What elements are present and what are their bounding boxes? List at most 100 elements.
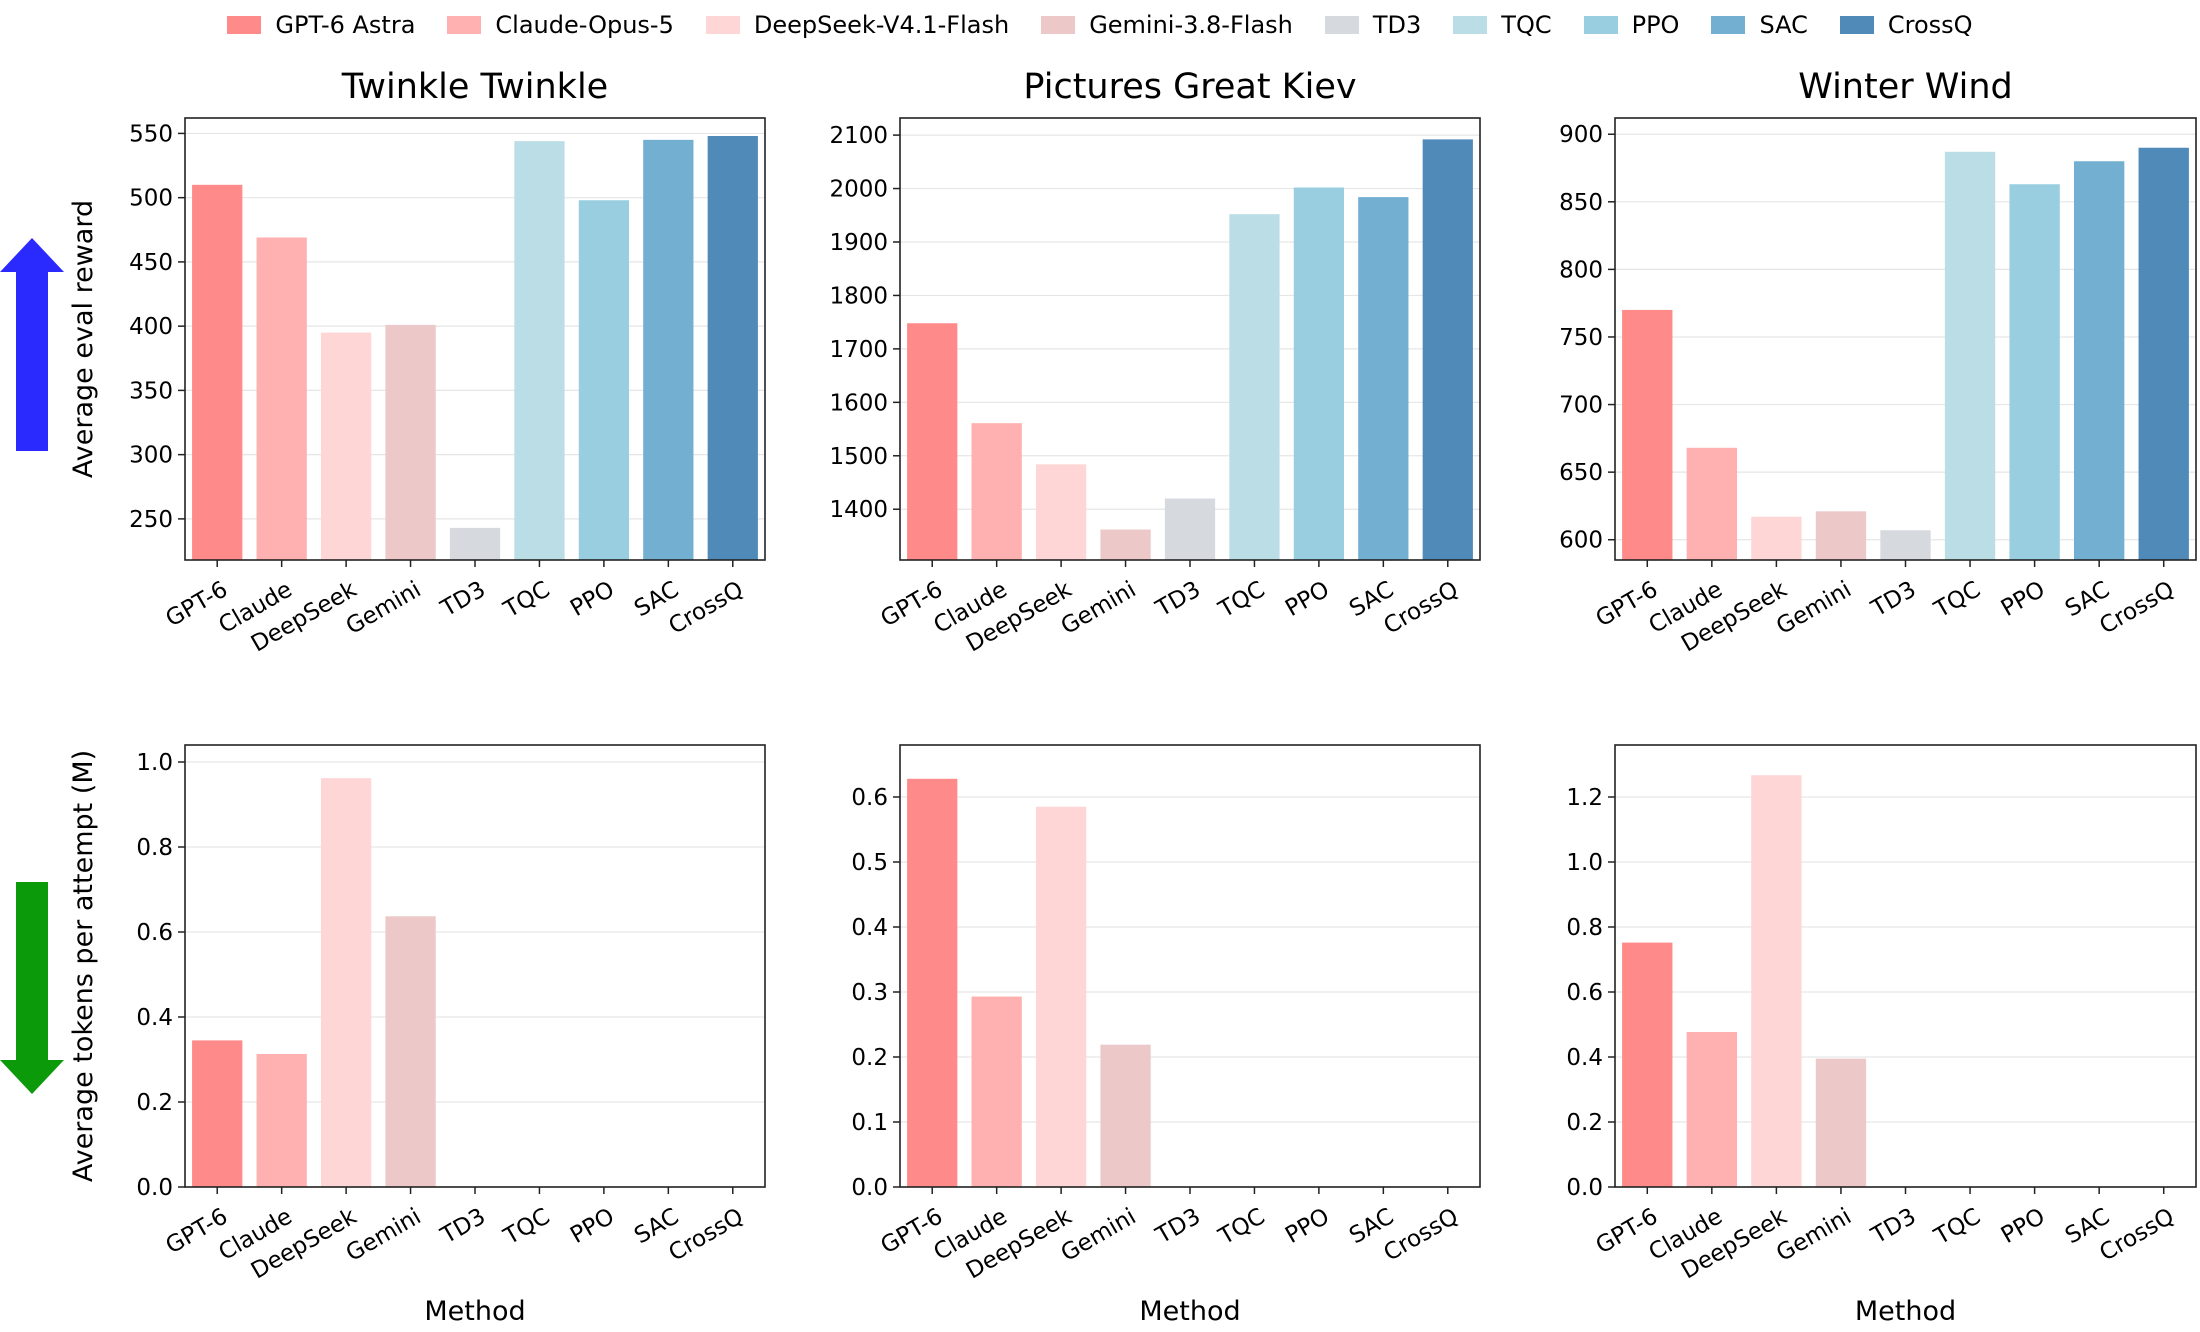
chart-panel: 600650700750800850900GPT-6ClaudeDeepSeek…	[1559, 67, 2197, 657]
x-tick-label: TD3	[1151, 577, 1205, 623]
y-tick-label: 0.0	[136, 1175, 173, 1201]
legend-label: CrossQ	[1887, 11, 1973, 39]
y-tick-label: 0.4	[136, 1005, 173, 1031]
y-tick-label: 900	[1559, 122, 1603, 148]
x-tick-label: Gemini	[1772, 577, 1856, 640]
y-tick-label: 1.0	[136, 750, 173, 776]
bar	[192, 184, 243, 560]
y-tick-label: 0.2	[136, 1090, 173, 1116]
y-tick-label: 1.0	[1566, 850, 1603, 876]
bar	[514, 141, 565, 560]
y-tick-label: 0.2	[1566, 1110, 1603, 1136]
y-tick-label: 1.2	[1566, 785, 1603, 811]
bar	[971, 996, 1022, 1187]
chart-panel: 0.00.20.40.60.81.0GPT-6ClaudeDeepSeekGem…	[68, 744, 766, 1327]
y-axis-label: Average eval reward	[68, 200, 99, 478]
y-tick-label: 0.0	[1566, 1175, 1603, 1201]
y-tick-label: 0.4	[1566, 1045, 1603, 1071]
legend-item: TQC	[1453, 11, 1552, 39]
chart-title: Pictures Great Kiev	[1023, 67, 1356, 107]
chart-legend: GPT-6 Astra Claude-Opus-5 DeepSeek-V4.1-Fl…	[0, 6, 2200, 44]
x-tick-label: PPO	[1281, 577, 1334, 622]
legend-item: Gemini-3.8-Flash	[1041, 11, 1293, 39]
y-axis-label: Average tokens per attempt (M)	[68, 750, 99, 1182]
x-tick-label: CrossQ	[1379, 577, 1462, 640]
bar	[320, 332, 372, 560]
chart-title: Twinkle Twinkle	[341, 67, 608, 107]
chart-panel: 0.00.10.20.30.40.50.6GPT-6ClaudeDeepSeek…	[851, 744, 1481, 1327]
bar	[2073, 161, 2125, 560]
x-tick-label: TQC	[499, 577, 555, 624]
x-tick-label: TQC	[1929, 577, 1985, 624]
y-tick-label: 0.8	[136, 835, 173, 861]
bar	[1686, 1031, 1738, 1187]
x-tick-label: Gemini	[1772, 1204, 1856, 1267]
x-tick-label: CrossQ	[1379, 1204, 1462, 1267]
legend-label: Gemini-3.8-Flash	[1089, 11, 1293, 39]
x-tick-label: CrossQ	[664, 1204, 747, 1267]
y-tick-label: 650	[1559, 460, 1603, 486]
bar	[2138, 147, 2189, 560]
x-tick-label: TD3	[436, 1204, 490, 1250]
y-tick-label: 750	[1559, 325, 1603, 351]
legend-item: DeepSeek-V4.1-Flash	[705, 11, 1009, 39]
x-tick-label: TD3	[436, 577, 490, 623]
y-tick-label: 1900	[829, 230, 888, 256]
x-axis-label: Method	[1139, 1296, 1240, 1327]
y-tick-label: 550	[129, 121, 173, 147]
bar	[1358, 197, 1409, 561]
x-tick-label: TD3	[1866, 577, 1920, 623]
legend-item: PPO	[1583, 11, 1679, 39]
legend-item: GPT-6 Astra	[227, 11, 415, 39]
y-tick-label: 400	[129, 314, 173, 340]
x-axis-label: Method	[1855, 1296, 1956, 1327]
legend-swatch	[447, 16, 482, 34]
bar	[1035, 806, 1087, 1187]
y-tick-label: 1800	[829, 283, 888, 309]
legend-item: Claude-Opus-5	[447, 11, 674, 39]
legend-swatch	[1839, 16, 1874, 34]
bar	[1751, 516, 1802, 560]
x-tick-label: TQC	[499, 1204, 555, 1251]
y-tick-label: 0.6	[136, 920, 173, 946]
bar	[1622, 942, 1673, 1187]
bar	[1035, 464, 1087, 560]
legend-label: SAC	[1759, 11, 1808, 39]
x-tick-label: Gemini	[342, 1204, 426, 1267]
down-arrow-icon	[0, 882, 64, 1094]
y-tick-label: 800	[1559, 257, 1603, 283]
legend-label: TQC	[1501, 11, 1552, 39]
bar	[1622, 309, 1673, 560]
legend-item: SAC	[1711, 11, 1808, 39]
x-tick-label: TD3	[1151, 1204, 1205, 1250]
legend-label: Claude-Opus-5	[495, 11, 674, 39]
bar	[1686, 447, 1738, 560]
y-tick-label: 2100	[829, 123, 888, 149]
bar	[256, 237, 307, 560]
bar	[1100, 529, 1151, 560]
legend-label: TD3	[1372, 11, 1422, 39]
legend-swatch	[1583, 16, 1618, 34]
bar	[385, 324, 436, 560]
legend-swatch	[1041, 16, 1076, 34]
y-tick-label: 850	[1559, 190, 1603, 216]
bar	[1293, 187, 1345, 560]
x-tick-label: Gemini	[1057, 577, 1141, 640]
chart-panel: 250300350400450500550GPT-6ClaudeDeepSeek…	[68, 67, 766, 657]
y-tick-label: 0.0	[851, 1175, 888, 1201]
y-tick-label: 0.8	[1566, 915, 1603, 941]
legend-swatch	[1711, 16, 1746, 34]
chart-panel: 14001500160017001800190020002100GPT-6Cla…	[829, 67, 1481, 657]
bar	[1164, 498, 1216, 560]
y-tick-label: 700	[1559, 393, 1603, 419]
x-axis-label: Method	[424, 1296, 525, 1327]
y-tick-label: 350	[129, 378, 173, 404]
y-tick-label: 0.5	[851, 850, 888, 876]
bar	[907, 323, 958, 560]
y-tick-label: 0.6	[851, 785, 888, 811]
legend-swatch	[227, 16, 262, 34]
bar	[2009, 184, 2060, 560]
bar	[1422, 139, 1473, 560]
x-tick-label: PPO	[566, 1204, 619, 1249]
